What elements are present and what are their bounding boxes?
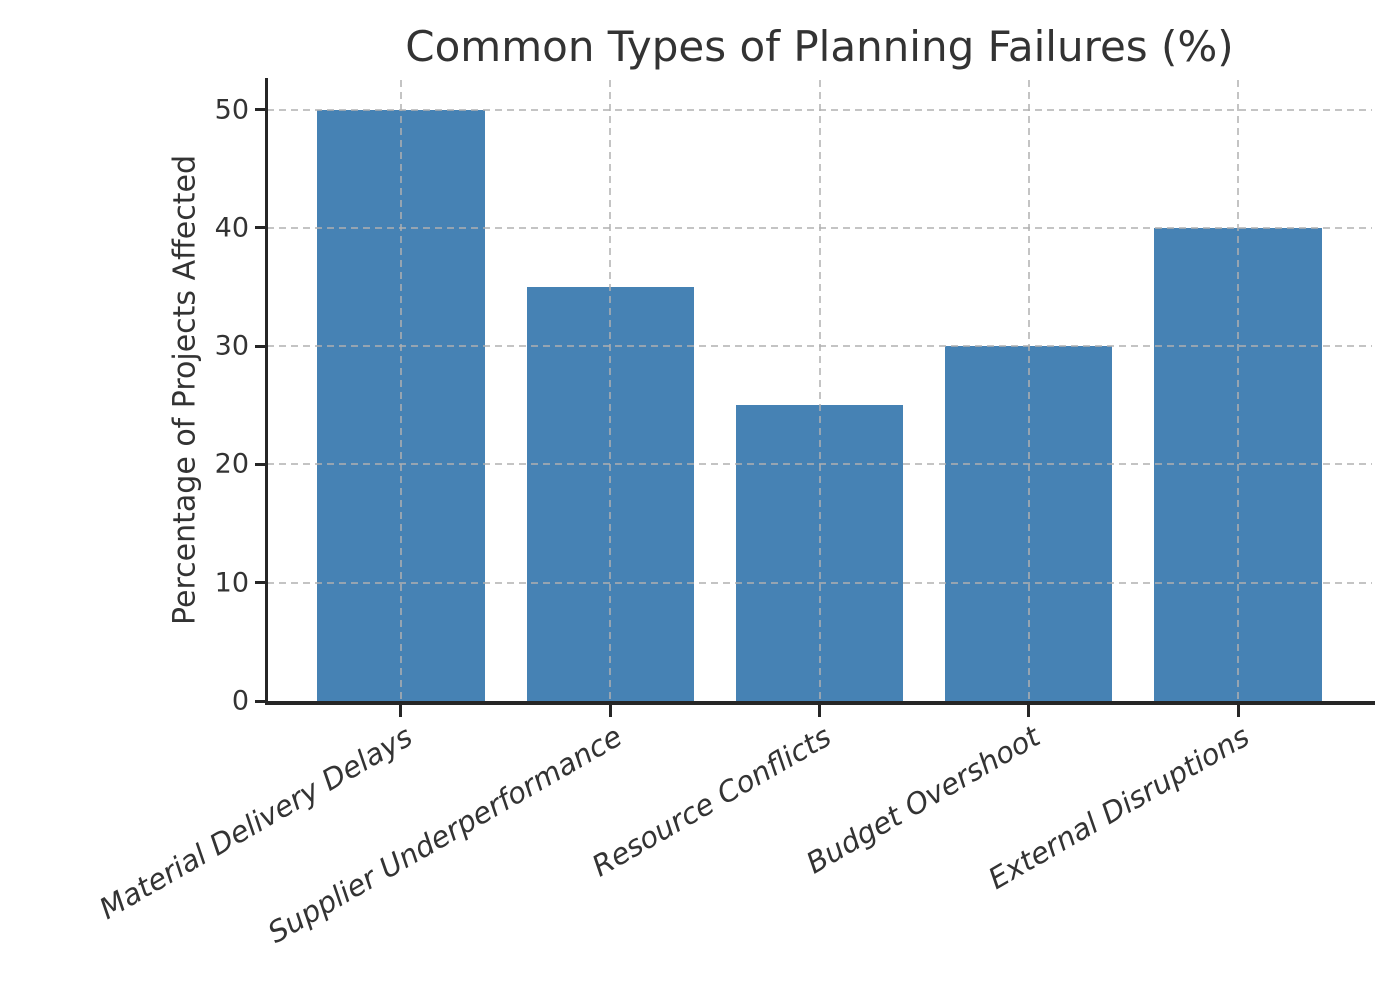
y-tick-mark-50 (255, 108, 267, 112)
x-tick-mark-supplier-underperformance (608, 705, 612, 717)
x-tick-mark-external-disruptions (1236, 705, 1240, 717)
x-tick-mark-budget-overshoot (1027, 705, 1031, 717)
x-tick-label-supplier-underperformance: Supplier Underperformance (261, 719, 628, 950)
x-tick-mark-resource-conflicts (818, 705, 821, 717)
x-tick-mark-material-delivery-delays (399, 705, 403, 717)
v-gridline-external-disruptions (1237, 80, 1240, 701)
v-gridline-supplier-underperformance (609, 80, 612, 701)
y-tick-label-50: 50 (214, 94, 249, 126)
v-gridline-material-delivery-delays (399, 80, 402, 701)
y-tick-label-40: 40 (214, 212, 249, 244)
x-axis-spine (265, 701, 1375, 705)
y-tick-mark-30 (255, 344, 267, 348)
y-tick-label-10: 10 (214, 567, 249, 599)
y-axis-spine (265, 78, 268, 705)
y-tick-label-20: 20 (214, 448, 249, 480)
y-tick-mark-0 (255, 699, 267, 703)
y-tick-mark-10 (255, 581, 267, 585)
chart-title: Common Types of Planning Failures (%) (405, 22, 1234, 71)
y-tick-label-30: 30 (214, 330, 249, 362)
v-gridline-resource-conflicts (818, 80, 821, 701)
y-tick-label-0: 0 (231, 685, 249, 717)
y-tick-mark-20 (255, 462, 267, 466)
v-gridline-budget-overshoot (1027, 80, 1030, 701)
y-tick-mark-40 (255, 226, 267, 230)
